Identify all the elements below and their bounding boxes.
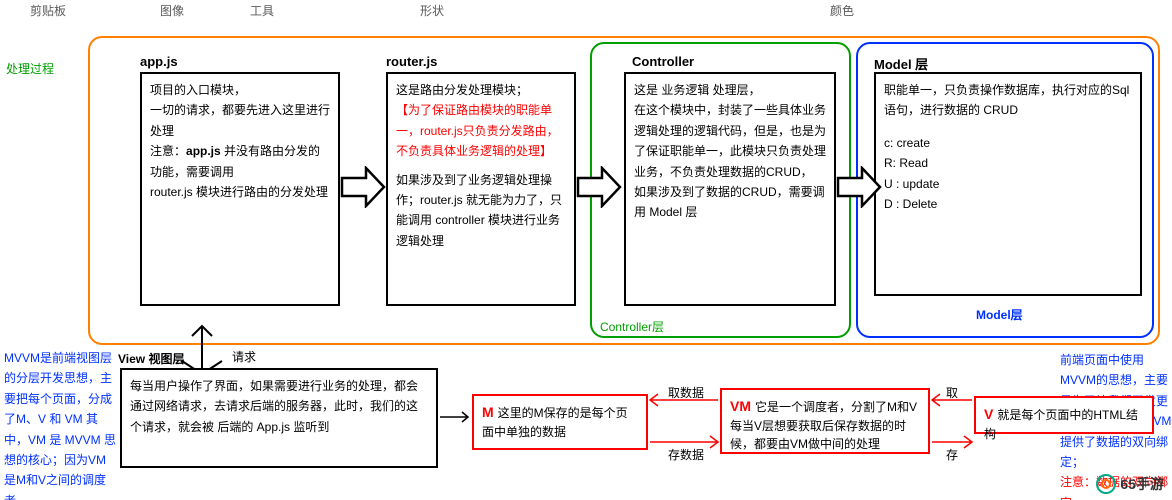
vm-v-top-label: 取	[946, 384, 958, 401]
card-app: 项目的入口模块，一切的请求，都要先进入这里进行处理注意：app.js 并没有路由…	[140, 72, 340, 306]
model-group-label: Model层	[976, 306, 1023, 323]
mvvm-vm-box: VM它是一个调度者，分割了M和V 每当V层想要获取后保存数据的时候，都要由VM做…	[720, 388, 930, 454]
m-vm-arrows	[648, 392, 720, 454]
logo-icon	[1096, 474, 1116, 494]
watermark: 65手游	[1096, 474, 1164, 494]
flow-arrow-0	[340, 166, 386, 208]
view-description-card: 每当用户操作了界面，如果需要进行业务的处理，都会通过网络请求，去请求后端的服务器…	[120, 368, 438, 468]
m-vm-top-label: 取数据	[668, 384, 704, 401]
card-title-router: router.js	[386, 54, 437, 69]
card-controller: 这是 业务逻辑 处理层，在这个模块中，封装了一些具体业务逻辑处理的逻辑代码，但是…	[624, 72, 836, 306]
m-vm-bot-label: 存数据	[668, 446, 704, 463]
toolbar: 剪贴板 图像 工具 形状 颜色	[0, 0, 1172, 20]
toolbar-item[interactable]: 形状	[420, 2, 444, 19]
vm-v-arrows	[930, 392, 974, 454]
left-mvvm-note: MVVM是前端视图层的分层开发思想，主要把每个页面，分成了M、V 和 VM 其中…	[4, 348, 116, 500]
flow-arrow-2	[836, 166, 882, 208]
card-router: 这是路由分发处理模块；【为了保证路由模块的职能单一，router.js只负责分发…	[386, 72, 576, 306]
view-layer-label: View 视图层	[118, 350, 184, 367]
card-title-controller: Controller	[632, 54, 694, 69]
toolbar-item[interactable]: 工具	[250, 2, 274, 19]
card-title-model: Model 层	[874, 54, 928, 73]
process-label: 处理过程	[6, 60, 54, 77]
request-label: 请求	[232, 348, 256, 365]
mvvm-v-box: V就是每个页面中的HTML结构	[974, 396, 1154, 434]
vm-v-bot-label: 存	[946, 446, 958, 463]
toolbar-item[interactable]: 剪贴板	[30, 2, 66, 19]
card-model: 职能单一，只负责操作数据库，执行对应的Sql语句，进行数据的 CRUDc: cr…	[874, 72, 1142, 296]
flow-arrow-1	[576, 166, 622, 208]
controller-group-label: Controller层	[600, 318, 664, 335]
mvvm-m-box: M这里的M保存的是每个页面中单独的数据	[472, 394, 648, 450]
toolbar-item[interactable]: 颜色	[830, 2, 854, 19]
card-title-app: app.js	[140, 54, 178, 69]
bottom-to-m-arrow	[438, 410, 472, 424]
toolbar-item[interactable]: 图像	[160, 2, 184, 19]
